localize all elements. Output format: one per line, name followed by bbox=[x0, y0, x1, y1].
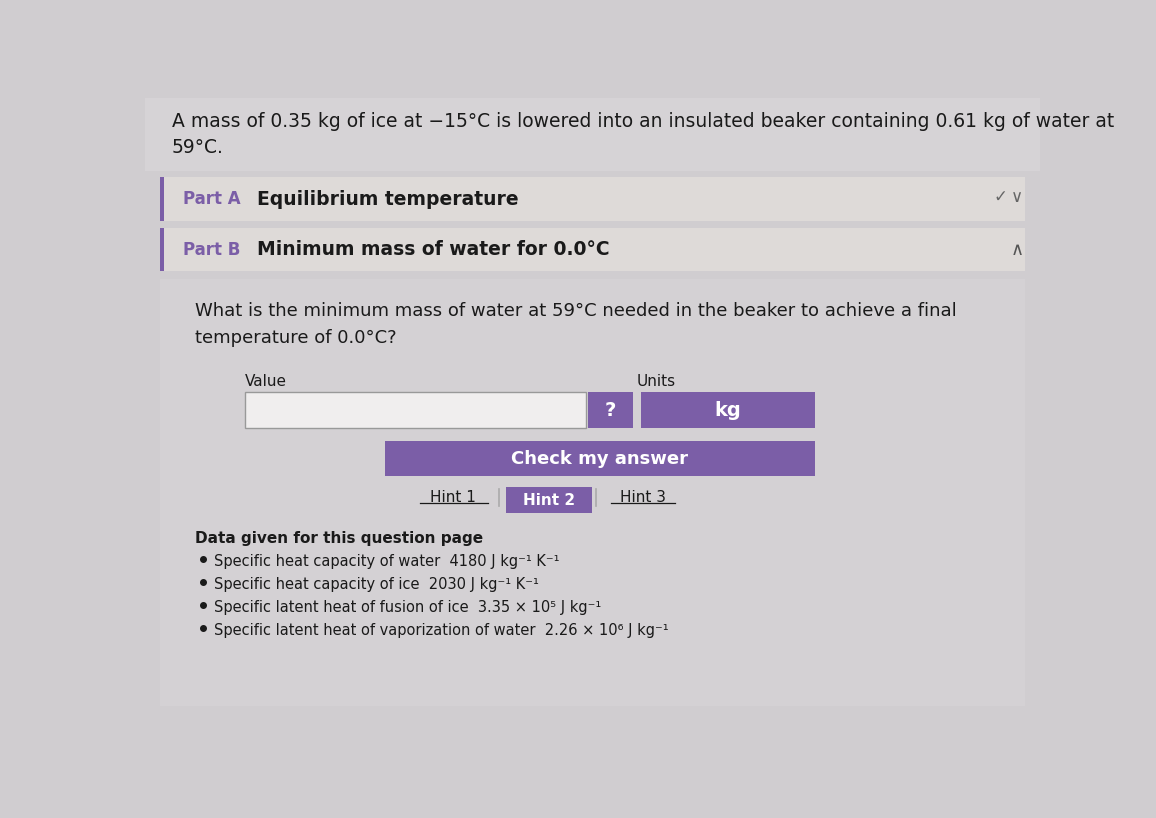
FancyBboxPatch shape bbox=[640, 393, 815, 428]
Text: Data given for this question page: Data given for this question page bbox=[195, 531, 483, 546]
Text: Specific heat capacity of water  4180 J kg⁻¹ K⁻¹: Specific heat capacity of water 4180 J k… bbox=[214, 554, 560, 569]
FancyBboxPatch shape bbox=[160, 279, 1025, 707]
Text: Hint 1: Hint 1 bbox=[430, 489, 476, 505]
Text: kg: kg bbox=[714, 401, 741, 420]
Text: Hint 2: Hint 2 bbox=[523, 492, 576, 508]
FancyBboxPatch shape bbox=[385, 441, 815, 476]
Text: Hint 3: Hint 3 bbox=[620, 489, 666, 505]
FancyBboxPatch shape bbox=[160, 228, 164, 272]
Text: Equilibrium temperature: Equilibrium temperature bbox=[257, 190, 519, 209]
Text: Value: Value bbox=[245, 374, 287, 389]
Text: Specific latent heat of vaporization of water  2.26 × 10⁶ J kg⁻¹: Specific latent heat of vaporization of … bbox=[214, 623, 669, 638]
FancyBboxPatch shape bbox=[160, 178, 1025, 221]
FancyBboxPatch shape bbox=[144, 98, 1040, 171]
FancyBboxPatch shape bbox=[587, 393, 632, 428]
Text: A mass of 0.35 kg of ice at −15°C is lowered into an insulated beaker containing: A mass of 0.35 kg of ice at −15°C is low… bbox=[171, 112, 1114, 131]
Text: ✓: ✓ bbox=[993, 187, 1007, 205]
Text: Check my answer: Check my answer bbox=[511, 450, 688, 468]
Text: Part A: Part A bbox=[184, 190, 240, 208]
Text: Minimum mass of water for 0.0°C: Minimum mass of water for 0.0°C bbox=[257, 240, 609, 259]
FancyBboxPatch shape bbox=[160, 228, 1025, 272]
Text: Specific heat capacity of ice  2030 J kg⁻¹ K⁻¹: Specific heat capacity of ice 2030 J kg⁻… bbox=[214, 578, 539, 592]
FancyBboxPatch shape bbox=[144, 98, 1040, 728]
Text: Units: Units bbox=[637, 374, 676, 389]
Text: Part B: Part B bbox=[184, 240, 240, 258]
FancyBboxPatch shape bbox=[160, 178, 164, 221]
Text: Specific latent heat of fusion of ice  3.35 × 10⁵ J kg⁻¹: Specific latent heat of fusion of ice 3.… bbox=[214, 600, 601, 615]
Text: 59°C.: 59°C. bbox=[171, 138, 223, 157]
FancyBboxPatch shape bbox=[505, 487, 593, 513]
FancyBboxPatch shape bbox=[245, 393, 586, 428]
Text: ?: ? bbox=[605, 401, 616, 420]
Text: What is the minimum mass of water at 59°C needed in the beaker to achieve a fina: What is the minimum mass of water at 59°… bbox=[195, 302, 957, 320]
Text: ∧: ∧ bbox=[1012, 240, 1024, 258]
Text: ∨: ∨ bbox=[1012, 187, 1023, 205]
Text: temperature of 0.0°C?: temperature of 0.0°C? bbox=[195, 329, 397, 347]
